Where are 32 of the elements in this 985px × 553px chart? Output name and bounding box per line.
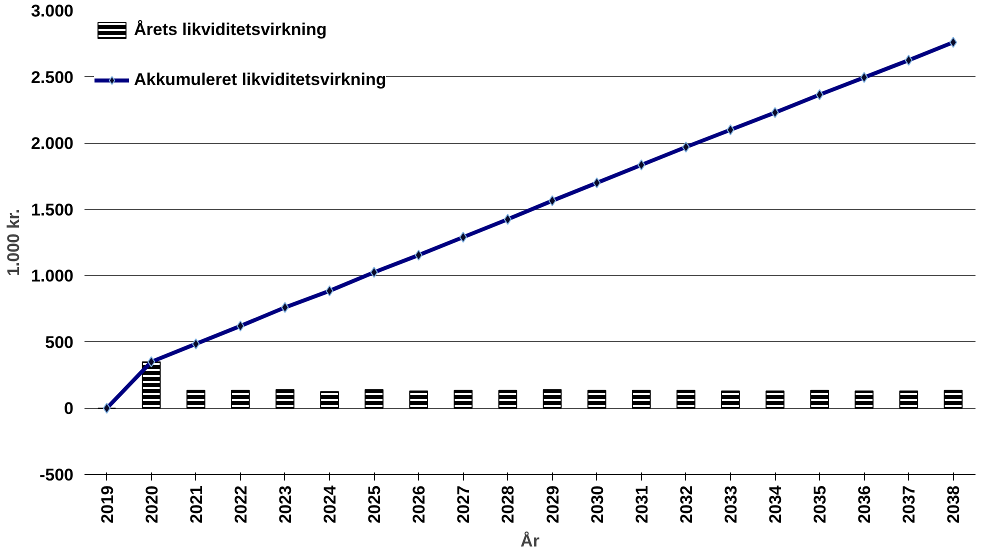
x-tick-label: 2030 [588, 485, 607, 524]
x-tick-label: 2036 [855, 485, 874, 524]
y-tick-label: 1.500 [30, 200, 74, 220]
x-tick-label: 2021 [186, 485, 206, 524]
y-tick-label: 3.000 [30, 2, 74, 20]
y-tick-label: 500 [45, 332, 74, 352]
x-tick-label: 2035 [810, 485, 830, 524]
x-tick-label: 2026 [410, 485, 429, 524]
x-tick-label: 2025 [365, 485, 384, 524]
legend-label: Årets likviditetsvirkning [134, 20, 327, 40]
x-axis-title: År [520, 531, 540, 550]
x-tick-label: 2023 [276, 485, 295, 524]
x-tick-label: 2027 [454, 485, 474, 524]
y-tick-label: 2.000 [30, 134, 74, 154]
y-tick-label: 2.500 [30, 68, 74, 87]
y-tick-label: 1.000 [30, 266, 74, 286]
legend-label: Akkumuleret likviditetsvirkning [134, 70, 386, 90]
x-tick-label: 2032 [676, 485, 696, 524]
x-tick-label: 2038 [944, 485, 964, 524]
x-tick-label: 2031 [632, 485, 652, 524]
x-tick-label: 2029 [543, 485, 562, 524]
y-axis-title: 1.000 kr. [4, 208, 23, 276]
x-tick-label: 2019 [98, 485, 117, 524]
x-tick-label: 2028 [498, 485, 518, 524]
x-tick-label: 2022 [231, 485, 250, 524]
y-tick-label: 0 [64, 399, 74, 418]
x-tick-label: 2024 [320, 484, 340, 524]
x-tick-label: 2033 [721, 485, 740, 524]
x-tick-label: 2037 [900, 485, 919, 524]
x-tick-label: 2020 [142, 485, 162, 524]
x-tick-label: 2034 [766, 484, 786, 524]
y-tick-label: -500 [39, 466, 74, 484]
